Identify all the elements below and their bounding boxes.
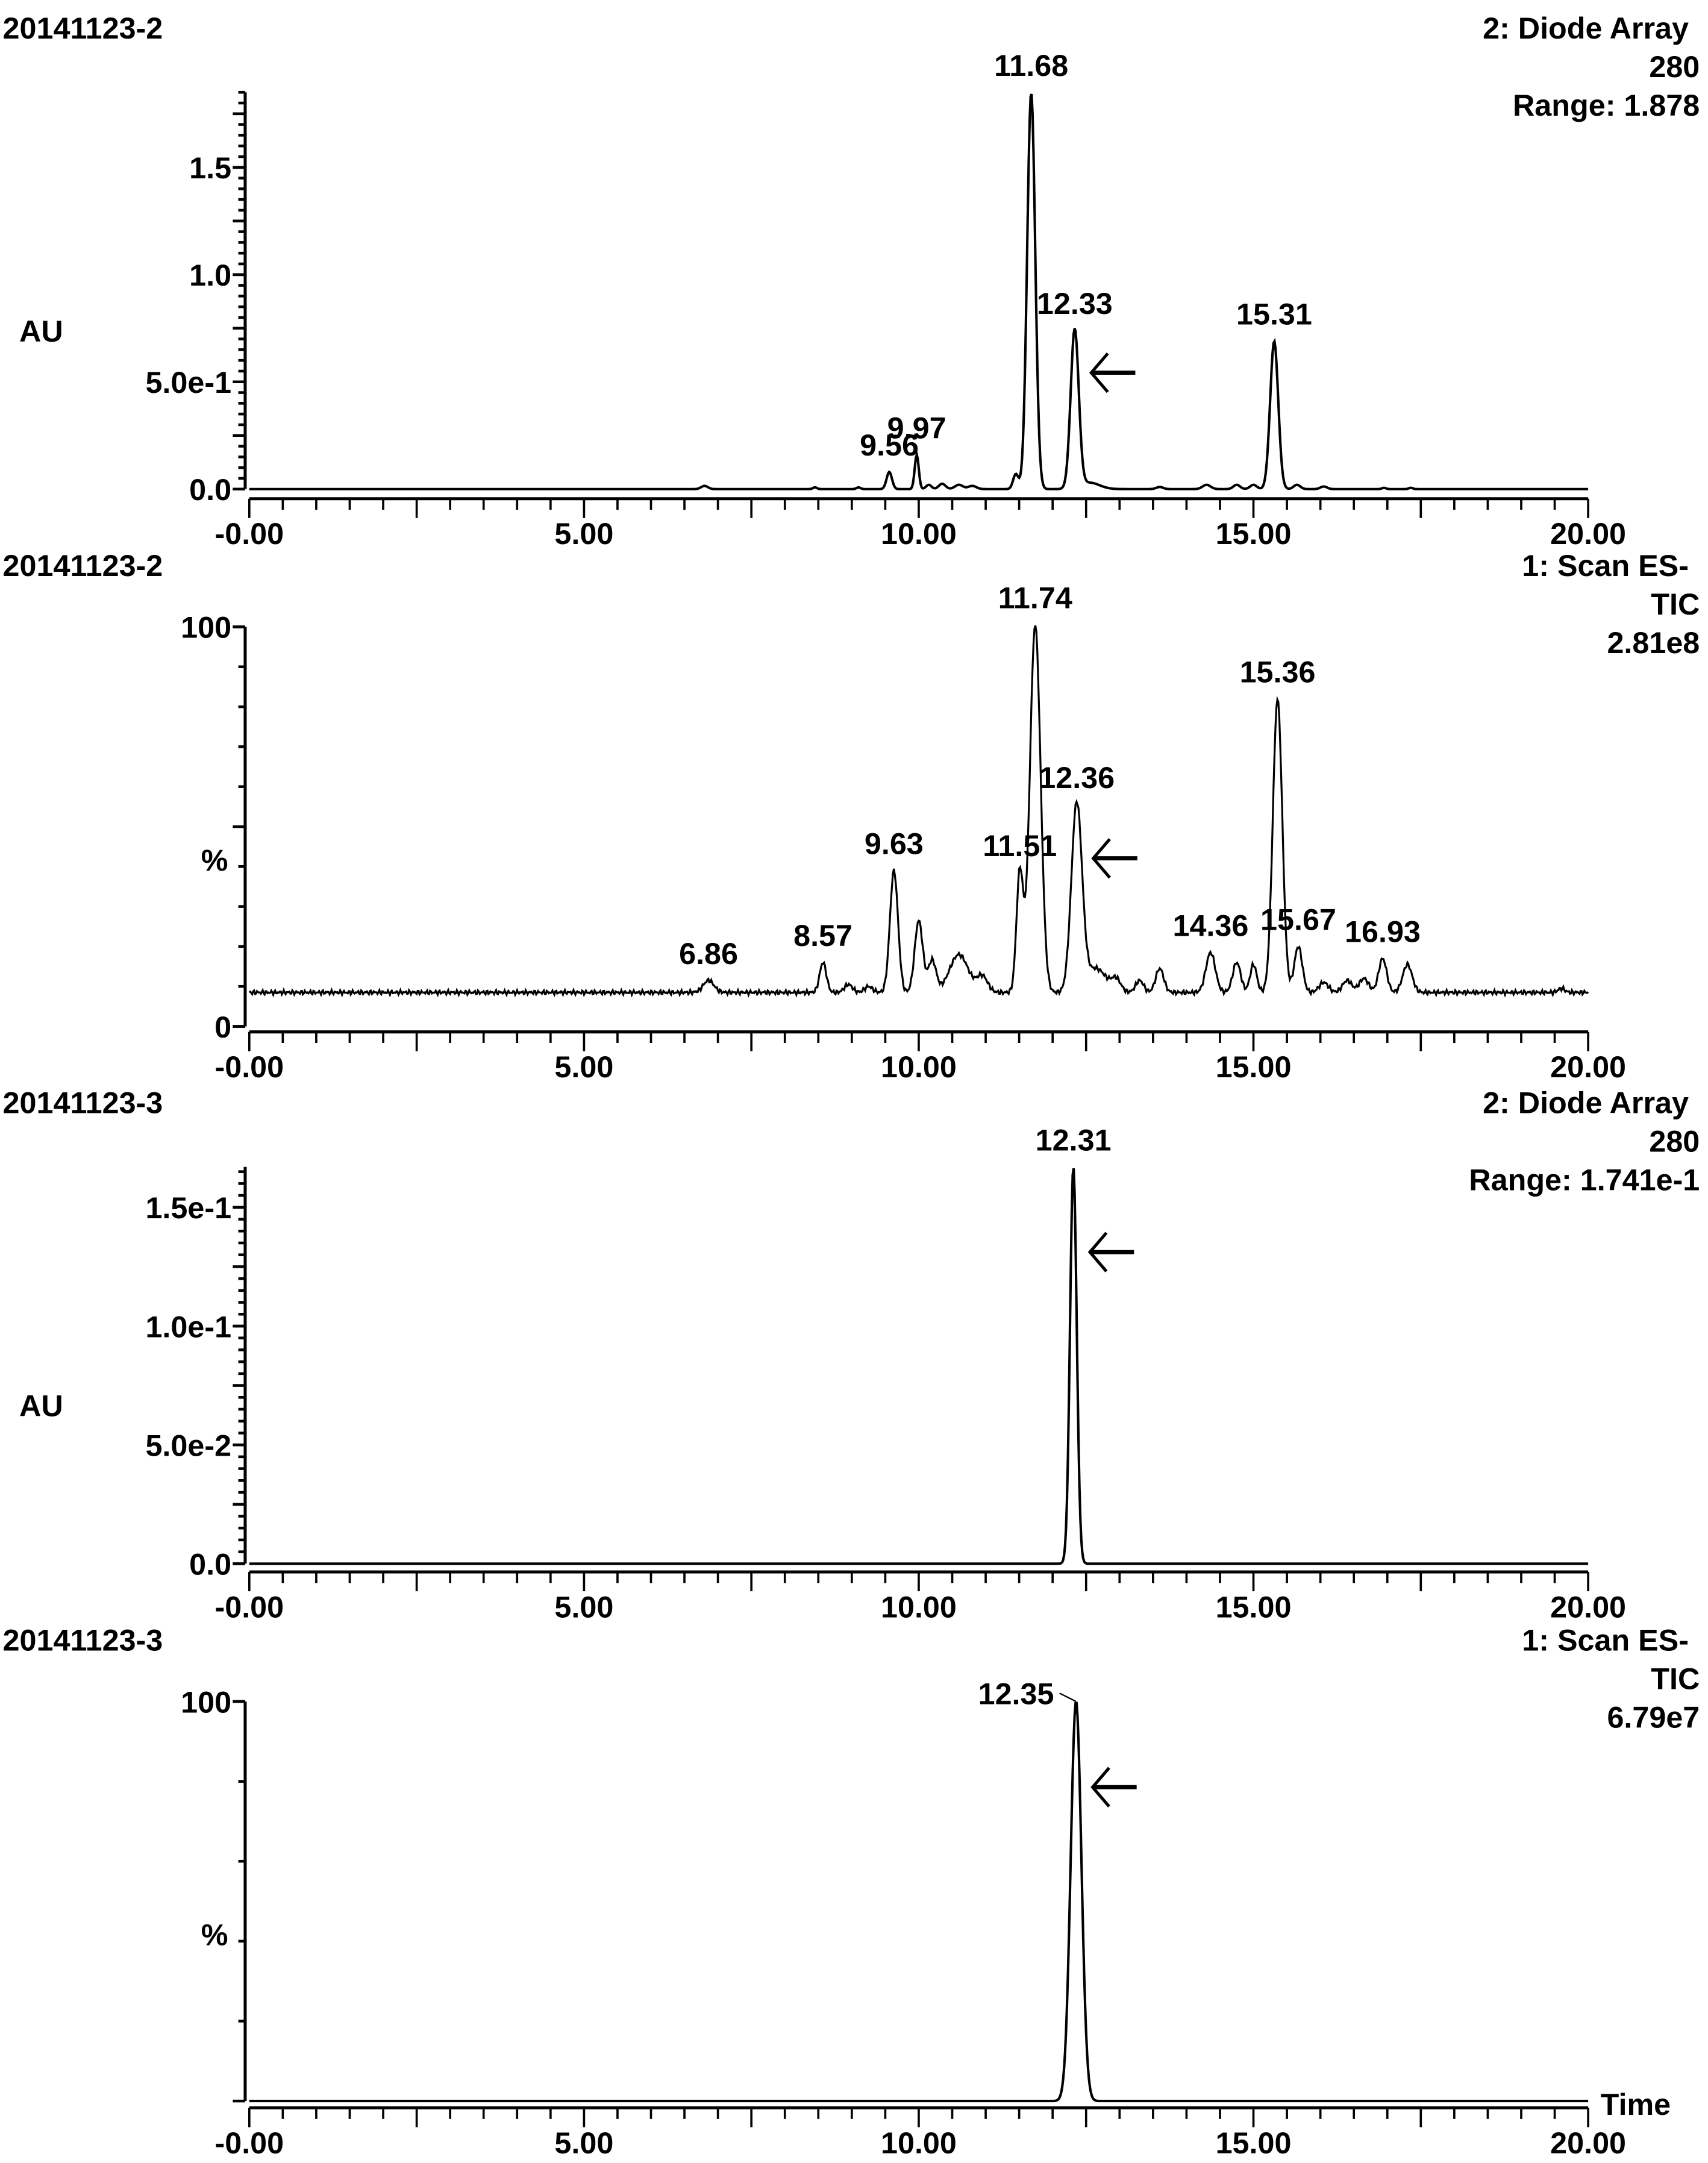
peak-label: 12.35: [978, 1677, 1054, 1711]
x-tick-label: -0.00: [214, 1050, 284, 1084]
panel-2-scan-label: 1: Scan ES-: [1522, 548, 1689, 583]
panel-3-y-axis-title: AU: [19, 1389, 63, 1423]
panel-1-wavelength: 280: [1649, 49, 1700, 84]
panel-4-y-axis-title: %: [201, 1918, 228, 1952]
left-arrow-icon: [1087, 1232, 1134, 1272]
panel-2-plot-area: 0 100 -0.00 5.00 10.00 15.00 20.00 6.86 8.57 9.63…: [181, 581, 1626, 1084]
left-arrow-icon: [1089, 352, 1136, 393]
chromatogram-trace: [249, 1701, 1589, 2103]
x-tick-label: 20.00: [1550, 1589, 1626, 1624]
x-tick-label: 15.00: [1216, 516, 1292, 551]
x-tick-label: 20.00: [1550, 2126, 1626, 2160]
peak-label: 11.51: [983, 828, 1057, 863]
x-tick-label: 10.00: [881, 2126, 957, 2160]
panel-4-plot-area: 100 -0.00 5.00 10.00 15.00 20.00 12.35: [181, 1677, 1626, 2160]
panel-1-sample-title: 20141123-2: [3, 11, 163, 45]
y-tick-label: 1.0e-1: [145, 1309, 231, 1344]
peak-label: 15.31: [1236, 297, 1312, 331]
panel-1-detector-label: 2: Diode Array: [1483, 11, 1689, 45]
panel-4-scan-label: 1: Scan ES-: [1522, 1623, 1689, 1657]
peak-leader-line: [1059, 1692, 1077, 1703]
panel-2-tic-sample-2: 20141123-2 1: Scan ES- TIC 2.81e8 % 0 100…: [3, 548, 1700, 1084]
y-tick-label: 100: [181, 1685, 231, 1719]
panel-3-wavelength: 280: [1649, 1124, 1700, 1159]
y-tick-label: 1.0: [189, 258, 231, 292]
peak-label: 16.93: [1345, 914, 1421, 948]
x-tick-label: 15.00: [1216, 1589, 1292, 1624]
peak-label: 11.68: [994, 48, 1068, 83]
peak-label: 9.56: [860, 428, 919, 462]
left-arrow-icon: [1090, 1767, 1137, 1808]
x-tick-label: 5.00: [554, 1589, 613, 1624]
x-axis-title: Time: [1601, 2087, 1671, 2121]
x-tick-label: 5.00: [554, 2126, 613, 2160]
x-tick-label: 15.00: [1216, 2126, 1292, 2160]
x-tick-label: 10.00: [881, 1050, 957, 1084]
panel-2-tic-label: TIC: [1651, 587, 1700, 621]
chromatogram-trace: [248, 625, 1589, 998]
x-tick-label: 10.00: [881, 1589, 957, 1624]
y-tick-label: 1.5e-1: [145, 1191, 231, 1225]
x-tick-label: -0.00: [214, 516, 284, 551]
y-tick-label: 5.0e-2: [145, 1428, 231, 1462]
chromatogram-trace: [249, 1168, 1589, 1565]
x-tick-label: 20.00: [1550, 1050, 1626, 1084]
y-tick-label: 0.0: [189, 1547, 231, 1582]
x-tick-label: 20.00: [1550, 516, 1626, 551]
left-arrow-icon: [1091, 837, 1137, 879]
panel-2-sample-title: 20141123-2: [3, 548, 163, 583]
peak-label: 9.63: [865, 826, 924, 860]
panel-3-detector-label: 2: Diode Array: [1483, 1086, 1689, 1120]
peak-label: 15.67: [1260, 902, 1336, 936]
panel-1-y-axis-title: AU: [19, 314, 63, 348]
peak-label: 12.33: [1037, 286, 1113, 321]
y-tick-label: 0: [214, 1010, 231, 1044]
peak-label: 12.36: [1039, 760, 1115, 795]
y-tick-label: 5.0e-1: [145, 365, 231, 399]
y-tick-label: 1.5: [189, 151, 231, 185]
panel-1-range: Range: 1.878: [1513, 88, 1700, 122]
panel-3-range: Range: 1.741e-1: [1469, 1163, 1700, 1197]
y-tick-label: 100: [181, 610, 231, 645]
peak-label: 11.74: [998, 581, 1072, 615]
panel-2-intensity: 2.81e8: [1607, 625, 1700, 660]
peak-label: 14.36: [1172, 908, 1248, 942]
x-tick-label: 10.00: [881, 516, 957, 551]
x-tick-label: 5.00: [554, 516, 613, 551]
panel-3-plot-area: 0.0 5.0e-2 1.0e-1 1.5e-1 -0.00 5.00 10.00 15.00…: [145, 1122, 1626, 1624]
peak-label: 6.86: [679, 936, 738, 971]
panel-4-sample-title: 20141123-3: [3, 1623, 163, 1657]
peak-label: 15.36: [1240, 654, 1316, 689]
panel-1-plot-area: 0.0 5.0e-1 1.0 1.5 -0.00 5.00 10.00 15.00 20.00 9…: [145, 48, 1626, 551]
x-tick-label: -0.00: [214, 1589, 284, 1624]
x-tick-label: 5.00: [554, 1050, 613, 1084]
panel-4-tic-sample-3: 20141123-3 1: Scan ES- TIC 6.79e7 % Time…: [3, 1623, 1700, 2160]
peak-label: 8.57: [793, 918, 852, 953]
panel-4-tic-label: TIC: [1651, 1661, 1700, 1695]
panel-2-y-axis-title: %: [201, 843, 228, 877]
panel-4-intensity: 6.79e7: [1607, 1700, 1700, 1734]
y-tick-label: 0.0: [189, 472, 231, 507]
chromatogram-trace: [249, 93, 1589, 490]
peak-label: 9.97: [887, 410, 946, 445]
panel-1-diode-array-sample-2: 20141123-2 2: Diode Array 280 Range: 1.8…: [3, 11, 1700, 551]
peak-label: 12.31: [1036, 1122, 1112, 1157]
panel-3-diode-array-sample-3: 20141123-3 2: Diode Array 280 Range: 1.7…: [3, 1086, 1700, 1624]
x-tick-label: -0.00: [214, 2126, 284, 2160]
x-tick-label: 15.00: [1216, 1050, 1292, 1084]
panel-3-sample-title: 20141123-3: [3, 1086, 163, 1120]
